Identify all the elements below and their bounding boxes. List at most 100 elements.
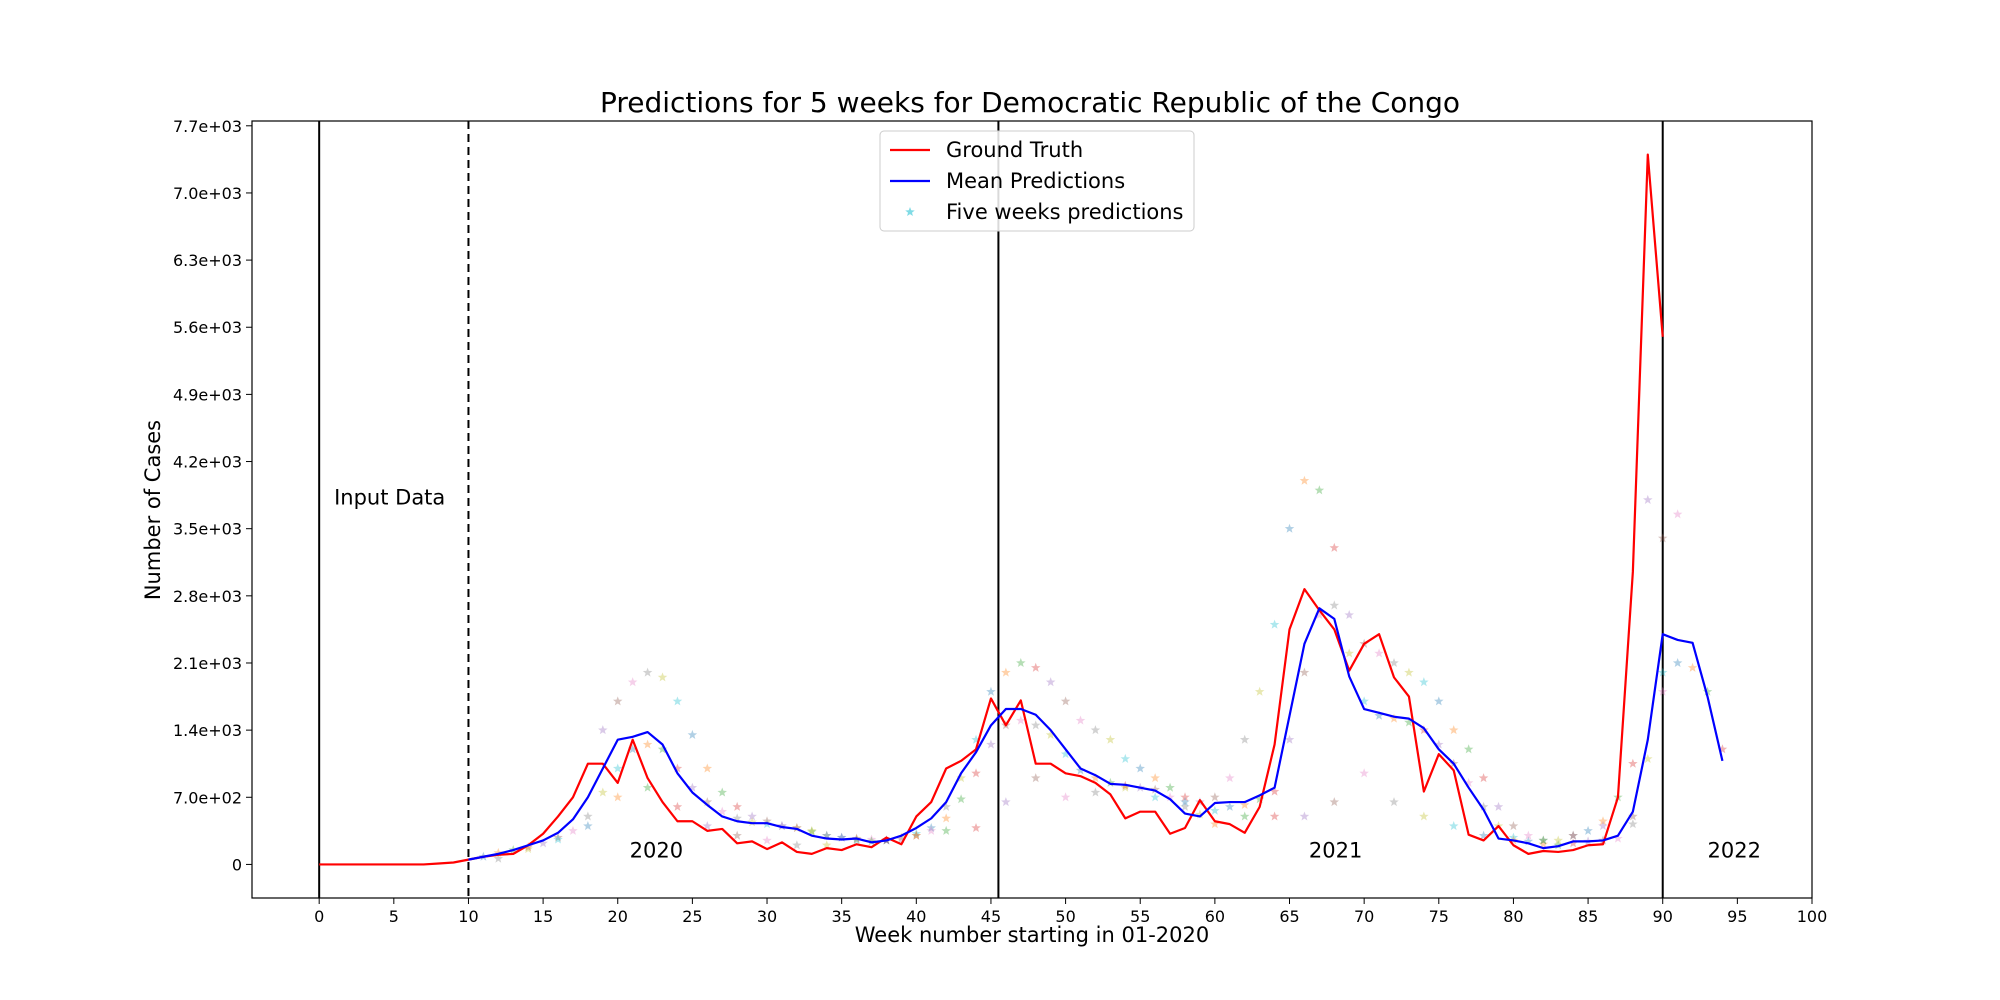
legend-label: Ground Truth <box>946 138 1083 162</box>
y-tick-label: 5.6e+03 <box>173 318 242 337</box>
prediction-star-point <box>1269 619 1280 629</box>
x-tick-label: 5 <box>389 907 399 926</box>
annotation-2022: 2022 <box>1708 839 1761 863</box>
prediction-star-point <box>747 817 757 827</box>
prediction-star-point <box>1165 782 1175 792</box>
prediction-star-point <box>1687 662 1698 672</box>
prediction-star-point <box>1359 696 1369 706</box>
prediction-star-point <box>777 821 787 831</box>
prediction-star-point <box>1090 787 1101 797</box>
prediction-star-point <box>1180 797 1190 807</box>
prediction-star-point <box>1389 797 1399 807</box>
prediction-star-point <box>1239 734 1250 744</box>
legend: Ground Truth Mean Predictions Five weeks p… <box>879 130 1195 232</box>
prediction-star-point <box>627 744 638 754</box>
prediction-star-point <box>851 835 862 845</box>
y-tick-label: 2.8e+03 <box>173 587 242 606</box>
y-tick-label: 6.3e+03 <box>173 251 242 270</box>
prediction-star-point <box>1254 794 1265 804</box>
prediction-star-point <box>1045 677 1056 687</box>
annotations: Input Data 2020 2021 2022 <box>334 486 1761 863</box>
prediction-star-point <box>1195 809 1205 819</box>
prediction-star-point <box>1613 833 1623 843</box>
prediction-star-point <box>1001 667 1011 677</box>
prediction-star-point <box>1568 838 1578 848</box>
prediction-star-point <box>1404 667 1414 677</box>
prediction-star-point <box>1538 839 1549 849</box>
prediction-star-point <box>717 806 727 816</box>
x-tick-label: 10 <box>458 907 478 926</box>
prediction-star-point <box>1568 830 1578 840</box>
prediction-star-point <box>1389 713 1399 723</box>
prediction-star-point <box>1001 797 1011 807</box>
prediction-star-point <box>1150 784 1160 794</box>
x-tick-label: 100 <box>1797 907 1828 926</box>
y-tick-label: 7.0e+02 <box>173 788 242 807</box>
x-tick-label: 60 <box>1205 907 1225 926</box>
prediction-star-point <box>702 821 713 831</box>
prediction-star-point <box>777 821 787 831</box>
prediction-star-point <box>1060 749 1071 759</box>
prediction-star-point <box>1657 686 1668 696</box>
prediction-star-point <box>583 811 593 821</box>
y-axis-label: Number of Cases <box>141 420 165 600</box>
prediction-star-point <box>792 822 802 833</box>
x-tick-label: 40 <box>906 907 926 926</box>
prediction-star-point <box>1374 710 1384 720</box>
prediction-star-point <box>1030 720 1041 730</box>
y-tick-label: 4.9e+03 <box>173 385 242 404</box>
prediction-star-point <box>956 773 966 783</box>
prediction-star-point <box>1239 811 1250 821</box>
prediction-star-point <box>1135 763 1145 773</box>
prediction-star-point <box>1657 667 1668 677</box>
prediction-star-point <box>598 787 608 797</box>
prediction-star-point <box>1672 509 1683 519</box>
prediction-star-point <box>821 840 832 850</box>
annotation-input-data: Input Data <box>334 486 445 510</box>
prediction-star-point <box>1239 799 1250 809</box>
prediction-star-point <box>1090 773 1101 783</box>
prediction-star-point <box>1329 542 1340 552</box>
prediction-star-point <box>1299 475 1310 485</box>
x-tick-label: 20 <box>608 907 628 926</box>
prediction-star-point <box>1120 753 1131 763</box>
prediction-star-point <box>523 844 533 854</box>
prediction-star-point <box>1553 835 1563 845</box>
prediction-star-point <box>1314 610 1325 620</box>
prediction-star-point <box>493 853 504 863</box>
prediction-star-point <box>1419 811 1429 821</box>
y-tick-label: 7.0e+03 <box>173 184 242 203</box>
prediction-star-point <box>926 822 936 833</box>
prediction-star-point <box>642 739 653 749</box>
x-axis-ticks: 0 5 10 15 20 25 30 35 40 45 50 55 60 65 70 75 80 85 90 95 10… <box>314 898 1827 926</box>
prediction-star-point <box>672 696 683 706</box>
prediction-star-point <box>732 830 742 840</box>
prediction-star-point <box>1478 801 1489 811</box>
prediction-star-point <box>1538 835 1549 845</box>
prediction-star-point <box>1448 821 1459 831</box>
mean-predictions-line <box>468 607 1724 861</box>
prediction-star-point <box>1568 830 1578 840</box>
prediction-star-point <box>1702 686 1713 696</box>
prediction-star-point <box>941 813 951 823</box>
series-layer <box>319 153 1728 866</box>
prediction-star-point <box>1105 734 1116 744</box>
prediction-star-point <box>1463 777 1474 787</box>
prediction-star-point <box>538 838 548 848</box>
prediction-star-point <box>493 847 504 857</box>
prediction-star-point <box>1180 792 1190 802</box>
x-tick-label: 30 <box>757 907 777 926</box>
prediction-star-point <box>1254 686 1265 696</box>
prediction-star-point <box>1583 825 1593 835</box>
prediction-star-point <box>1448 725 1459 735</box>
prediction-star-point <box>553 834 563 844</box>
prediction-star-point <box>1628 811 1638 821</box>
prediction-star-point <box>1210 819 1220 829</box>
prediction-star-point <box>941 801 951 811</box>
prediction-star-point <box>1016 715 1026 725</box>
prediction-star-point <box>821 830 832 840</box>
prediction-star-point <box>836 832 847 842</box>
prediction-star-point <box>1538 835 1549 845</box>
x-tick-label: 0 <box>314 907 324 926</box>
